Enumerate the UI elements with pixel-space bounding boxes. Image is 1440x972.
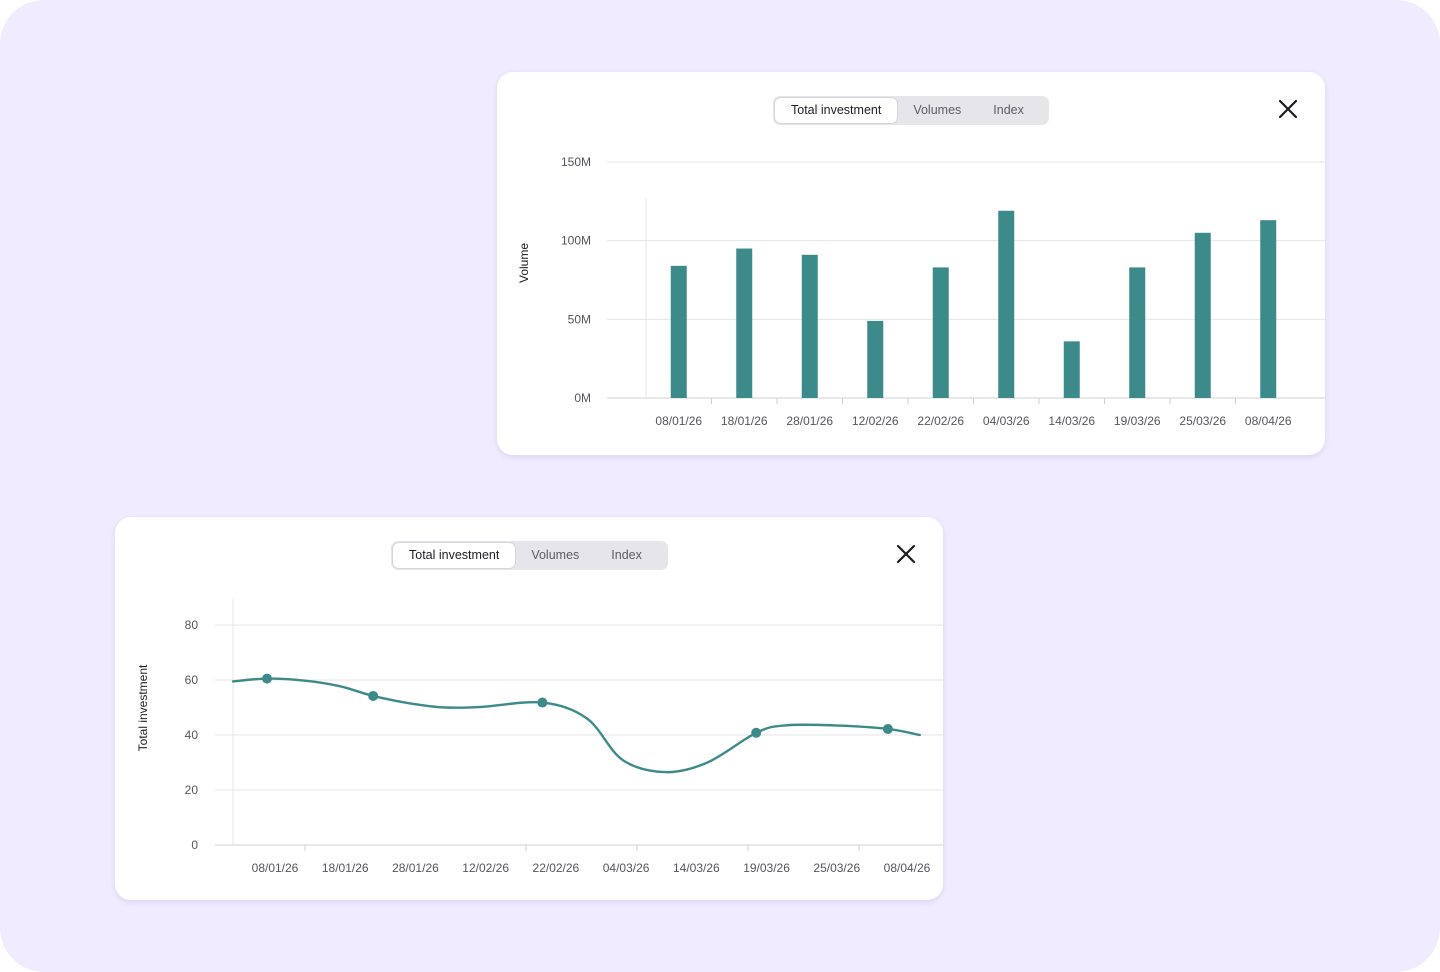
bar xyxy=(998,210,1015,398)
tab-volumes[interactable]: Volumes xyxy=(913,103,962,117)
bar-chart-grid xyxy=(607,161,1325,404)
tab-total-investment[interactable]: Total investment xyxy=(393,543,516,568)
x-tick-label: 18/01/26 xyxy=(721,414,768,428)
bar xyxy=(736,248,753,398)
x-tick-label: 08/01/26 xyxy=(655,414,702,428)
x-tick-label: 19/03/26 xyxy=(1114,414,1161,428)
bar-chart-bars xyxy=(670,210,1277,398)
y-tick-label: 40 xyxy=(185,728,199,742)
x-tick-label: 04/03/26 xyxy=(603,861,650,875)
y-tick-label: 60 xyxy=(185,673,199,687)
x-tick-label: 18/01/26 xyxy=(322,861,369,875)
close-icon xyxy=(1278,99,1298,119)
data-point xyxy=(882,723,893,734)
bar xyxy=(801,254,818,398)
y-tick-label: 80 xyxy=(185,618,199,632)
bar-chart-y-axis-title: Volume xyxy=(517,243,531,283)
tab-index[interactable]: Index xyxy=(993,103,1024,117)
data-point xyxy=(368,690,379,701)
bar-chart: 0M 50M 100M 150M 08/01/26 18/01/26 28/01/26 12… xyxy=(517,155,1325,428)
data-point xyxy=(261,673,272,684)
x-tick-label: 25/03/26 xyxy=(813,861,860,875)
bar xyxy=(670,265,687,398)
bar xyxy=(867,320,884,398)
chart-tab-switcher: Total investment Volumes Index xyxy=(391,541,668,570)
bar xyxy=(932,267,949,398)
y-tick-label: 150M xyxy=(561,155,591,169)
tab-volumes[interactable]: Volumes xyxy=(531,548,580,562)
x-tick-label: 22/02/26 xyxy=(533,861,580,875)
y-tick-label: 100M xyxy=(561,234,591,248)
tab-index[interactable]: Index xyxy=(611,548,642,562)
bar xyxy=(1260,220,1277,398)
close-icon xyxy=(896,544,916,564)
x-tick-label: 08/01/26 xyxy=(252,861,299,875)
tab-total-investment[interactable]: Total investment xyxy=(775,98,898,123)
x-tick-label: 25/03/26 xyxy=(1179,414,1226,428)
line-chart-y-axis-title: Total investment xyxy=(136,664,150,751)
bar xyxy=(1063,341,1080,398)
volume-chart-panel: 0M 50M 100M 150M 08/01/26 18/01/26 28/01/26 12… xyxy=(497,72,1325,455)
line-chart-x-tick-labels: 08/01/26 18/01/26 28/01/26 12/02/26 22/02/26… xyxy=(252,861,931,875)
line-chart: 0 20 40 60 80 08/01/26 18/01/26 28/01/26 12/02/… xyxy=(136,599,943,875)
data-point xyxy=(751,727,762,738)
x-tick-label: 19/03/26 xyxy=(743,861,790,875)
x-tick-label: 28/01/26 xyxy=(392,861,439,875)
line-chart-series xyxy=(231,673,921,774)
y-tick-label: 20 xyxy=(185,783,199,797)
bar xyxy=(1129,267,1146,398)
data-point xyxy=(537,697,548,708)
x-tick-label: 08/04/26 xyxy=(884,861,931,875)
x-tick-label: 04/03/26 xyxy=(983,414,1030,428)
x-tick-label: 08/04/26 xyxy=(1245,414,1292,428)
x-tick-label: 12/02/26 xyxy=(462,861,509,875)
y-tick-label: 0M xyxy=(574,391,591,405)
close-button[interactable] xyxy=(1273,94,1303,124)
x-tick-label: 12/02/26 xyxy=(852,414,899,428)
bar-chart-x-tick-labels: 08/01/26 18/01/26 28/01/26 12/02/26 22/02/26… xyxy=(655,414,1292,428)
x-tick-label: 14/03/26 xyxy=(673,861,720,875)
y-tick-label: 0 xyxy=(191,838,198,852)
line-chart-grid xyxy=(215,599,943,851)
line-chart-y-tick-labels: 0 20 40 60 80 xyxy=(185,618,199,852)
investment-chart-panel: 0 20 40 60 80 08/01/26 18/01/26 28/01/26 12/02/… xyxy=(115,517,943,900)
x-tick-label: 22/02/26 xyxy=(917,414,964,428)
bar xyxy=(1194,232,1211,398)
x-tick-label: 28/01/26 xyxy=(786,414,833,428)
close-button[interactable] xyxy=(891,539,921,569)
y-tick-label: 50M xyxy=(568,312,591,326)
x-tick-label: 14/03/26 xyxy=(1048,414,1095,428)
series-line xyxy=(231,677,921,774)
bar-chart-y-tick-labels: 0M 50M 100M 150M xyxy=(561,155,591,405)
chart-tab-switcher: Total investment Volumes Index xyxy=(773,96,1049,125)
